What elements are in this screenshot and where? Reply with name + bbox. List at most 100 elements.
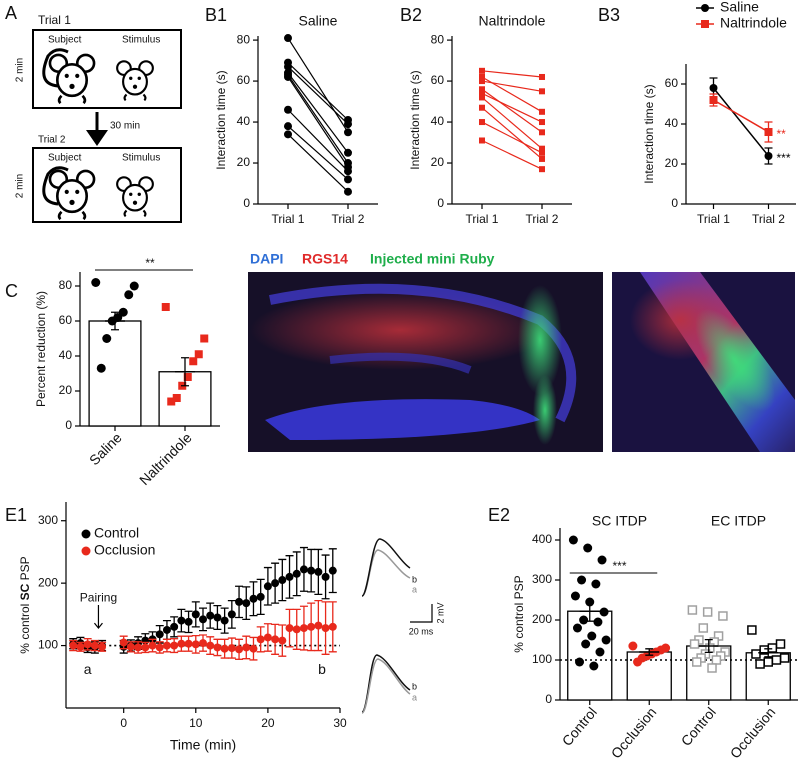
y-tick-label: 0 xyxy=(545,692,552,706)
pair-line xyxy=(287,125,349,180)
stimulus-label: Stimulus xyxy=(122,35,160,46)
marker xyxy=(771,655,782,665)
image-texture xyxy=(250,290,550,370)
y-tick-label: 40 xyxy=(665,116,679,130)
y-tick-label: 0 xyxy=(437,196,444,210)
bar xyxy=(88,320,142,427)
y-tick-label: 400 xyxy=(532,532,552,546)
marker xyxy=(170,641,179,650)
y-tick-label: 80 xyxy=(59,278,73,292)
y-tick-label: 100 xyxy=(38,638,58,652)
marker xyxy=(747,625,757,635)
pair-line xyxy=(481,88,543,133)
stimulus-label: Stimulus xyxy=(122,153,160,164)
x-tick-label: Trial 2 xyxy=(752,212,785,226)
marker xyxy=(707,663,717,673)
x-tick-label: 20 xyxy=(261,716,275,730)
marker xyxy=(191,640,200,649)
duration-label: 2 min xyxy=(15,58,26,82)
trace-label: b xyxy=(412,574,417,584)
x-tick-label: Trial 1 xyxy=(466,212,499,226)
y-tick-label: 300 xyxy=(38,513,58,527)
marker xyxy=(162,625,171,634)
trace-label: a xyxy=(412,584,417,594)
significance-label: ** xyxy=(777,127,787,141)
marker xyxy=(539,149,545,156)
marker xyxy=(177,616,186,625)
y-axis-label: % control PSP xyxy=(512,575,526,652)
marker xyxy=(633,657,643,667)
marker xyxy=(284,72,292,81)
legend-marker xyxy=(81,529,91,539)
marker xyxy=(292,625,301,634)
y-tick-label: 100 xyxy=(532,652,552,666)
marker xyxy=(90,641,99,650)
trace-label: a xyxy=(412,692,417,702)
marker xyxy=(227,610,236,619)
marker xyxy=(479,67,485,74)
y-tick-label: 60 xyxy=(237,73,251,87)
scale-bar xyxy=(410,604,433,623)
marker xyxy=(227,644,236,653)
marker xyxy=(595,647,605,657)
panel-label: E1 xyxy=(5,505,27,525)
significance-label: *** xyxy=(612,559,626,573)
trial-label: Trial 1 xyxy=(38,13,71,27)
marker xyxy=(206,611,215,620)
trial-label: Trial 2 xyxy=(38,135,66,146)
marker xyxy=(687,605,698,615)
marker xyxy=(321,624,330,633)
marker xyxy=(284,105,292,114)
duration-label: 2 min xyxy=(15,174,26,198)
marker xyxy=(751,649,761,659)
marker xyxy=(134,643,143,652)
marker xyxy=(763,657,773,667)
marker xyxy=(577,575,587,585)
marker xyxy=(96,363,106,373)
marker xyxy=(124,290,134,300)
marker xyxy=(702,607,713,617)
schematic: A Trial 1 Subject Stimulus 2 min 30 min … xyxy=(5,3,182,223)
marker xyxy=(479,94,485,101)
marker xyxy=(235,597,244,606)
marker xyxy=(589,661,599,671)
marker xyxy=(292,569,301,578)
inset-traces: b a 2 mV 20 ms b a xyxy=(361,538,445,714)
marker xyxy=(539,155,545,162)
marker xyxy=(76,642,85,651)
y-tick-label: 40 xyxy=(59,348,73,362)
y-axis-label: Interaction time (s) xyxy=(642,84,656,183)
marker xyxy=(344,187,352,196)
image-texture xyxy=(533,375,557,445)
scale-label: 20 ms xyxy=(409,626,434,636)
marker xyxy=(597,555,607,565)
micrographs: DAPI RGS14 Injected mini Ruby xyxy=(248,251,795,452)
marker xyxy=(284,62,292,71)
pair-line xyxy=(481,107,543,160)
y-tick-label: 20 xyxy=(665,156,679,170)
pair-line xyxy=(287,72,349,154)
pair-line xyxy=(287,62,349,121)
marker xyxy=(344,128,352,137)
marker xyxy=(129,281,139,291)
marker xyxy=(184,639,193,648)
image-texture xyxy=(269,283,577,423)
annotation-arrow xyxy=(93,605,103,630)
panel-label: B2 xyxy=(400,5,422,25)
legend-marker xyxy=(81,546,91,556)
marker xyxy=(148,641,157,650)
marker xyxy=(285,624,294,633)
marker xyxy=(775,639,786,649)
marker xyxy=(328,566,337,575)
marker xyxy=(568,535,578,545)
marker xyxy=(601,635,611,645)
pair-line xyxy=(287,76,349,168)
y-tick-label: 60 xyxy=(665,76,679,90)
y-tick-label: 60 xyxy=(59,313,73,327)
marker xyxy=(479,86,485,93)
marker xyxy=(263,633,272,642)
x-tick-label: Occlusion xyxy=(608,704,660,758)
marker xyxy=(479,78,485,85)
panel-label: B1 xyxy=(205,5,227,25)
scale-label: 2 mV xyxy=(435,602,445,623)
